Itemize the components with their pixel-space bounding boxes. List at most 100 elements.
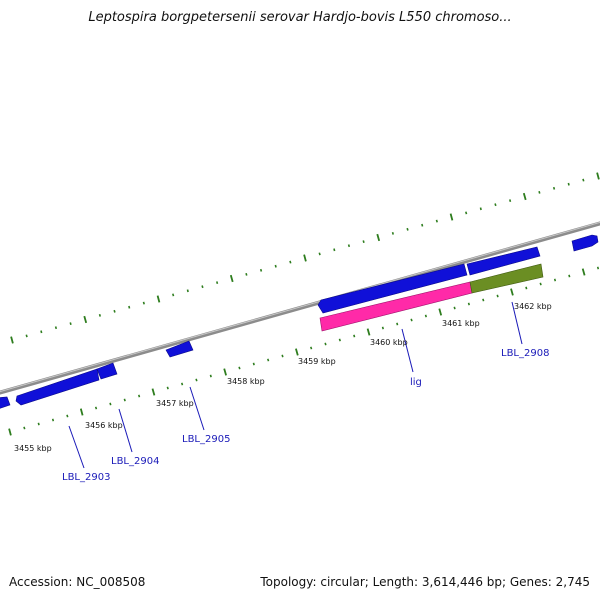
- minor-tick: [539, 282, 542, 286]
- minor-tick: [568, 274, 571, 278]
- minor-tick: [209, 374, 212, 378]
- scale-label: 3461 kbp: [442, 319, 480, 328]
- minor-tick: [186, 289, 189, 293]
- minor-tick: [596, 266, 600, 270]
- minor-tick: [69, 322, 72, 325]
- minor-tick: [181, 382, 184, 386]
- minor-tick: [333, 248, 336, 252]
- minor-tick: [216, 281, 219, 284]
- minor-tick: [396, 322, 399, 326]
- major-tick: [510, 288, 514, 296]
- major-tick: [596, 172, 600, 180]
- genome-summary-text: Topology: circular; Length: 3,614,446 bp…: [260, 575, 590, 589]
- minor-tick: [553, 278, 557, 282]
- minor-tick: [424, 314, 427, 318]
- minor-tick: [113, 309, 116, 313]
- gene-label-lig[interactable]: lig: [410, 377, 422, 388]
- minor-tick: [538, 191, 541, 194]
- minor-tick: [94, 406, 98, 410]
- minor-tick: [25, 334, 28, 338]
- minor-tick: [37, 422, 40, 426]
- major-tick: [522, 192, 527, 201]
- minor-tick: [123, 398, 126, 402]
- connector-lig: [401, 328, 414, 373]
- minor-tick: [252, 362, 255, 366]
- minor-tick: [465, 211, 468, 215]
- minor-tick: [509, 199, 512, 202]
- scale-label: 3460 kbp: [370, 338, 408, 347]
- gene-arrow-far-left[interactable]: [0, 396, 11, 410]
- minor-tick: [421, 223, 424, 227]
- minor-tick: [201, 285, 204, 289]
- gene-arrow-lig-track[interactable]: [317, 263, 468, 314]
- minor-tick: [338, 338, 341, 342]
- upper-tick-track: [10, 172, 600, 344]
- major-tick: [438, 308, 443, 316]
- gene-label-lbl-2905[interactable]: LBL_2905: [182, 434, 230, 445]
- gene-label-lbl-2908[interactable]: LBL_2908: [501, 348, 549, 359]
- minor-tick: [289, 260, 292, 264]
- minor-tick: [267, 358, 270, 362]
- minor-tick: [142, 301, 145, 305]
- minor-tick: [567, 182, 570, 186]
- major-tick: [10, 336, 14, 344]
- minor-tick: [582, 178, 585, 182]
- genome-backbone: [0, 221, 600, 395]
- minor-tick: [259, 268, 263, 272]
- minor-tick: [281, 354, 284, 358]
- accession-text: Accession: NC_008508: [9, 575, 146, 589]
- minor-tick: [381, 326, 384, 330]
- minor-tick: [467, 302, 470, 306]
- minor-tick: [274, 264, 277, 268]
- minor-tick: [310, 346, 313, 350]
- minor-tick: [238, 366, 241, 370]
- minor-tick: [318, 252, 321, 256]
- gene-bar-lbl-2908[interactable]: [469, 263, 544, 294]
- major-tick: [295, 348, 299, 356]
- minor-tick: [172, 293, 175, 297]
- connector-lbl-2905: [189, 386, 205, 431]
- minor-tick: [482, 298, 485, 302]
- minor-tick: [324, 342, 327, 346]
- gene-label-lbl-2903[interactable]: LBL_2903: [62, 472, 110, 483]
- minor-tick: [166, 386, 169, 390]
- connector-lbl-2903: [68, 425, 85, 469]
- minor-tick: [66, 414, 69, 418]
- minor-tick: [195, 378, 198, 382]
- major-tick: [223, 368, 227, 376]
- minor-tick: [353, 334, 356, 338]
- major-tick: [581, 268, 586, 276]
- major-tick: [303, 254, 307, 262]
- gene-arrow-lbl-2905[interactable]: [165, 340, 194, 358]
- minor-tick: [494, 203, 497, 207]
- minor-tick: [435, 219, 438, 223]
- minor-tick: [552, 186, 556, 190]
- scale-label: 3456 kbp: [85, 421, 123, 430]
- gene-label-lbl-2904[interactable]: LBL_2904: [111, 456, 159, 467]
- scale-label: 3462 kbp: [514, 302, 552, 311]
- gene-arrow-lbl-2908-track[interactable]: [466, 246, 541, 276]
- scale-label: 3457 kbp: [156, 399, 194, 408]
- minor-tick: [40, 330, 43, 334]
- gene-arrow-right-edge[interactable]: [571, 234, 599, 252]
- minor-tick: [245, 273, 248, 276]
- genome-backbone-highlight: [0, 221, 600, 393]
- gene-arrow-lbl-2903[interactable]: [15, 368, 100, 406]
- map-title: Leptospira borgpetersenii serovar Hardjo…: [88, 10, 512, 25]
- minor-tick: [406, 227, 409, 231]
- connector-lbl-2904: [118, 408, 133, 453]
- major-tick: [151, 388, 156, 396]
- minor-tick: [525, 286, 528, 290]
- minor-tick: [23, 426, 26, 430]
- minor-tick: [362, 240, 365, 243]
- minor-tick: [138, 394, 141, 398]
- minor-tick: [109, 402, 112, 406]
- scale-label: 3455 kbp: [14, 444, 52, 453]
- minor-tick: [51, 418, 55, 422]
- major-tick: [229, 274, 234, 283]
- scale-label: 3459 kbp: [298, 357, 336, 366]
- major-tick: [366, 328, 371, 336]
- gene-arrow-lbl-2904[interactable]: [96, 362, 118, 380]
- major-tick: [449, 213, 454, 221]
